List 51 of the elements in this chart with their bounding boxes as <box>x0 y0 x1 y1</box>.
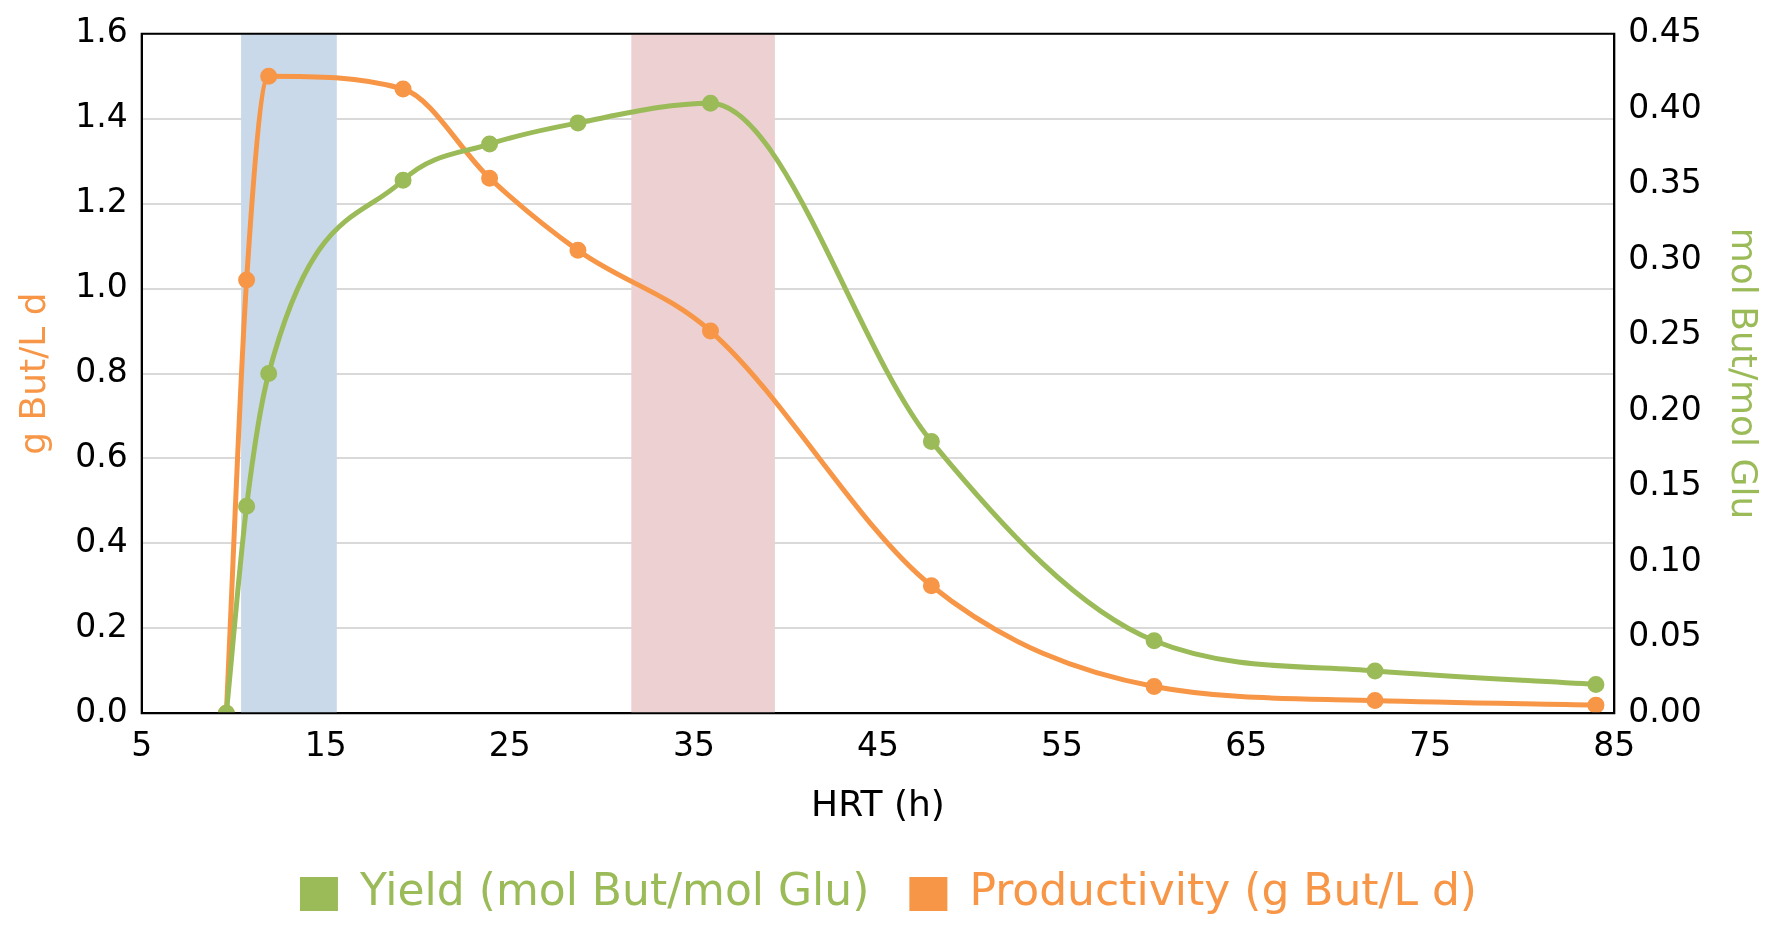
y-tick-label: 0.8 <box>75 351 128 391</box>
x-tick-label: 45 <box>857 724 899 764</box>
point <box>481 169 499 187</box>
x-tick-label: 55 <box>1041 724 1084 764</box>
x-tick-label: 25 <box>488 724 531 764</box>
x-tick-label: 5 <box>131 724 153 764</box>
point <box>481 135 499 153</box>
x-tick-label: 65 <box>1225 724 1268 764</box>
point <box>260 67 278 85</box>
y-tick-label: 0.4 <box>75 520 128 560</box>
point <box>394 80 412 98</box>
point <box>1145 677 1163 695</box>
point <box>260 365 278 382</box>
legend-label: Yield (mol But/mol Glu) <box>358 864 870 916</box>
y-tick-label: 1.0 <box>75 266 128 306</box>
point <box>922 432 940 450</box>
point <box>1587 696 1605 714</box>
y-tick-label: 0.2 <box>75 605 128 645</box>
point <box>1366 662 1384 680</box>
point <box>922 577 940 595</box>
y-tick-label: 1.6 <box>75 11 128 51</box>
point <box>238 271 256 289</box>
y-axis-title: g But/L d <box>11 292 53 455</box>
y-tick-label: 0.0 <box>75 690 128 730</box>
y-tick-label: 0.6 <box>75 436 128 475</box>
point <box>1587 676 1605 694</box>
y2-tick-label: 0.05 <box>1628 615 1702 655</box>
x-tick-label: 35 <box>672 724 715 764</box>
point <box>238 497 256 515</box>
y2-axis-title: mol But/mol Glu <box>1724 227 1766 520</box>
x-tick-label: 15 <box>304 724 347 764</box>
point <box>701 94 719 112</box>
legend-label: Productivity (g But/L d) <box>969 864 1478 916</box>
y2-tick-label: 0.40 <box>1628 86 1702 126</box>
point <box>1366 691 1384 709</box>
point <box>701 322 719 340</box>
y-tick-label: 1.2 <box>75 181 128 221</box>
y2-tick-label: 0.45 <box>1628 11 1702 51</box>
y2-tick-label: 0.20 <box>1628 388 1702 428</box>
y-tick-label: 1.4 <box>75 96 128 136</box>
point <box>569 241 587 259</box>
y2-tick-label: 0.15 <box>1628 464 1702 504</box>
point <box>569 114 587 132</box>
y2-tick-label: 0.10 <box>1628 539 1702 579</box>
point <box>394 171 412 189</box>
x-axis-title: HRT (h) <box>811 782 945 824</box>
y2-tick-label: 0.25 <box>1628 313 1702 353</box>
y2-tick-label: 0.30 <box>1628 237 1702 277</box>
x-tick-label: 75 <box>1409 724 1452 764</box>
y2-tick-label: 0.35 <box>1628 162 1702 202</box>
point <box>1145 632 1163 650</box>
